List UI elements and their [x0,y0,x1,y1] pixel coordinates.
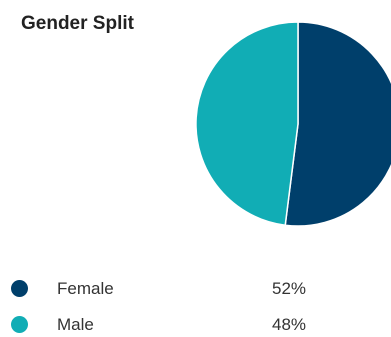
legend-swatch-female [11,280,28,297]
legend-value-female: 52% [272,279,307,298]
legend-item-female: Female 52% [0,277,391,301]
pie-slice-female [284,21,391,227]
legend-label-male: Male [57,315,94,334]
pie-slice-male [195,21,299,227]
legend-item-male: Male 48% [0,313,391,337]
legend-value-male: 48% [272,315,307,334]
chart-title: Gender Split [21,13,134,34]
legend-swatch-male [11,316,28,333]
legend-label-female: Female [57,279,114,298]
